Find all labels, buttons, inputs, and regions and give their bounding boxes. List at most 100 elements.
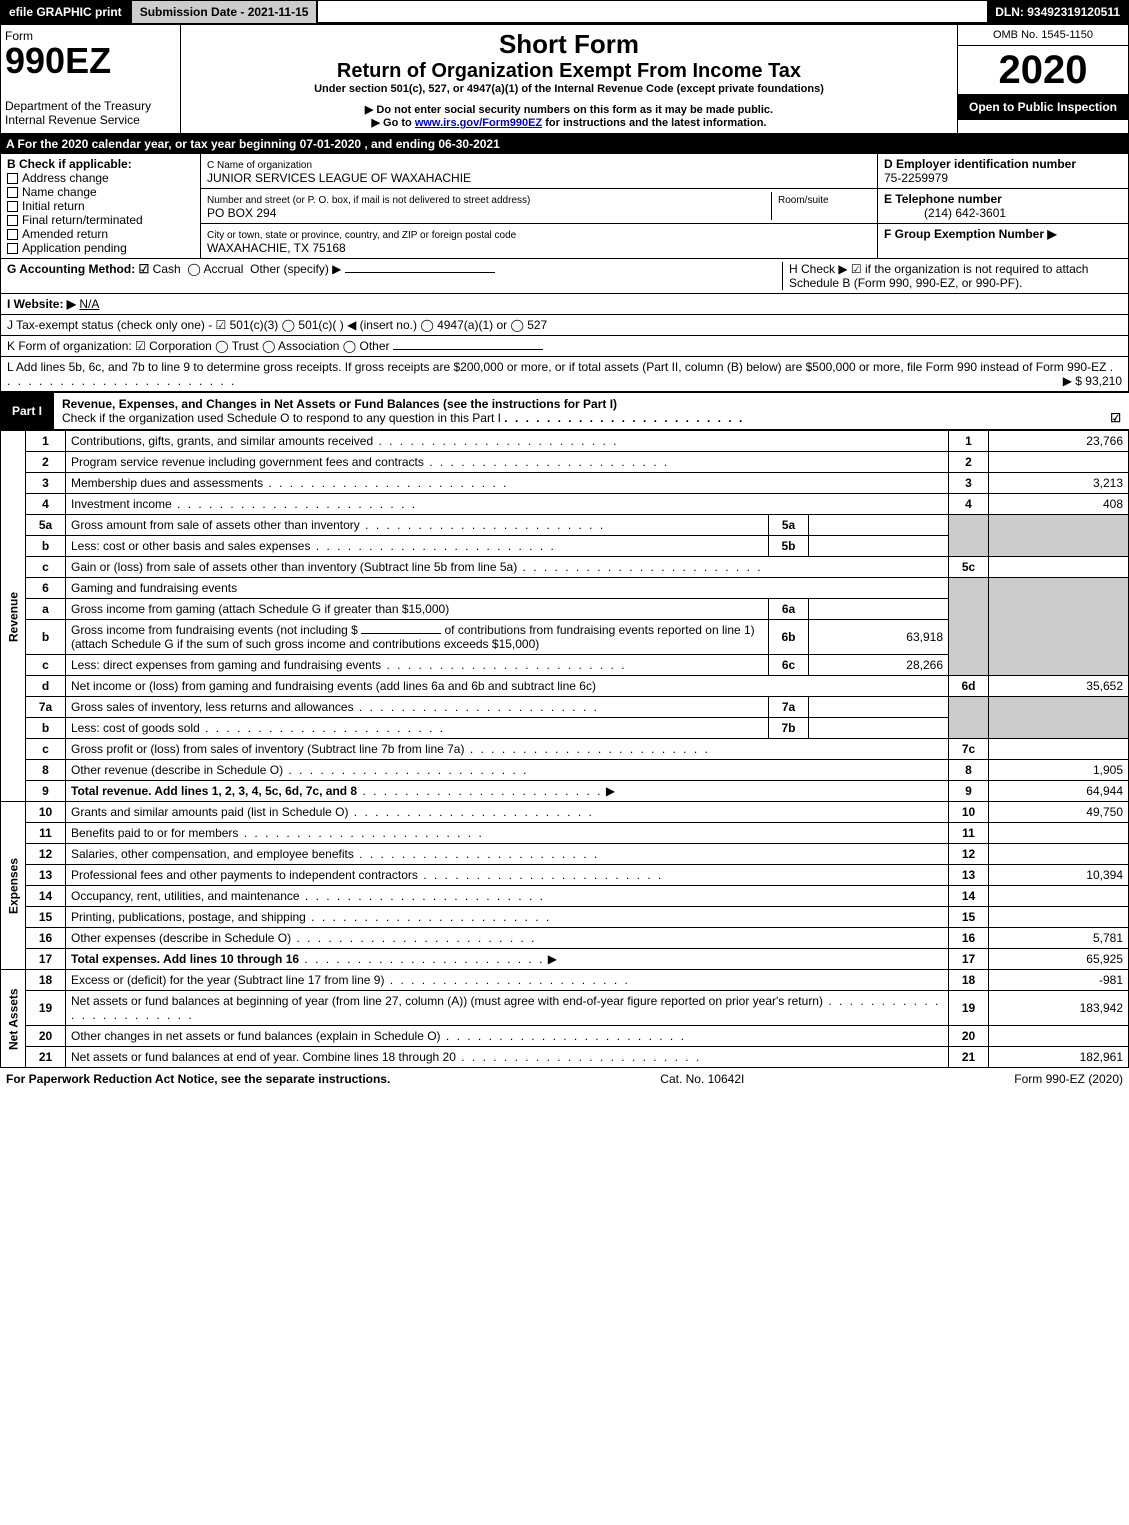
l7b-text: Less: cost of goods sold <box>71 721 200 735</box>
checkbox-name-change[interactable] <box>7 187 18 198</box>
e-label: E Telephone number <box>884 192 1002 206</box>
l14-text: Occupancy, rent, utilities, and maintena… <box>71 889 300 903</box>
l16-dots <box>291 931 536 945</box>
l6a-subamt <box>809 599 949 620</box>
f-label: F Group Exemption Number ▶ <box>884 227 1057 241</box>
k-other-blank <box>393 349 543 350</box>
l21-amt: 182,961 <box>989 1047 1129 1068</box>
checkbox-application-pending[interactable] <box>7 243 18 254</box>
l12-text: Salaries, other compensation, and employ… <box>71 847 354 861</box>
l7b-sub: 7b <box>769 718 809 739</box>
form-id-cell: Form 990EZ Department of the Treasury In… <box>1 25 181 133</box>
dept-label: Department of the Treasury <box>5 99 176 113</box>
l21-dots <box>456 1050 701 1064</box>
l9-num: 9 <box>26 781 66 802</box>
checkbox-initial-return[interactable] <box>7 201 18 212</box>
l11-amt <box>989 823 1129 844</box>
l4-lineno: 4 <box>949 494 989 515</box>
l3-amt: 3,213 <box>989 473 1129 494</box>
l5c-text: Gain or (loss) from sale of assets other… <box>71 560 517 574</box>
l8-amt: 1,905 <box>989 760 1129 781</box>
part-1-check-text: Check if the organization used Schedule … <box>62 411 501 425</box>
c-name-label: C Name of organization <box>207 160 312 171</box>
open-inspection: Open to Public Inspection <box>958 94 1128 120</box>
line-g: G Accounting Method: ☑ Cash ◯ Accrual Ot… <box>7 262 782 290</box>
opt-amended-return: Amended return <box>22 227 108 241</box>
l13-text: Professional fees and other payments to … <box>71 868 418 882</box>
l14-num: 14 <box>26 886 66 907</box>
l18-dots <box>384 973 629 987</box>
irs-link[interactable]: www.irs.gov/Form990EZ <box>415 117 542 129</box>
l7b-num: b <box>26 718 66 739</box>
l14-lineno: 14 <box>949 886 989 907</box>
l13-num: 13 <box>26 865 66 886</box>
l5c-amt <box>989 557 1129 578</box>
l21-lineno: 21 <box>949 1047 989 1068</box>
l21-num: 21 <box>26 1047 66 1068</box>
opt-address-change: Address change <box>22 171 109 185</box>
right-header-cell: OMB No. 1545-1150 2020 Open to Public In… <box>958 25 1128 133</box>
page-footer: For Paperwork Reduction Act Notice, see … <box>0 1068 1129 1090</box>
checkbox-final-return[interactable] <box>7 215 18 226</box>
l6c-sub: 6c <box>769 655 809 676</box>
l18-text: Excess or (deficit) for the year (Subtra… <box>71 973 384 987</box>
l5b-text: Less: cost or other basis and sales expe… <box>71 539 310 553</box>
l17-text: Total expenses. Add lines 10 through 16 <box>71 952 299 966</box>
l7-grey2 <box>989 697 1129 739</box>
l7c-amt <box>989 739 1129 760</box>
efile-label[interactable]: efile GRAPHIC print <box>1 1 130 23</box>
l1-dots <box>373 434 618 448</box>
l10-lineno: 10 <box>949 802 989 823</box>
l20-dots <box>441 1029 686 1043</box>
l2-dots <box>424 455 669 469</box>
l2-text: Program service revenue including govern… <box>71 455 424 469</box>
l6-grey2 <box>989 578 1129 676</box>
city-value: WAXAHACHIE, TX 75168 <box>207 241 346 255</box>
opt-application-pending: Application pending <box>22 241 127 255</box>
part-1-title-text: Revenue, Expenses, and Changes in Net As… <box>62 397 617 411</box>
l11-lineno: 11 <box>949 823 989 844</box>
g-other: Other (specify) ▶ <box>250 262 341 276</box>
top-bar: efile GRAPHIC print Submission Date - 20… <box>0 0 1129 24</box>
l6b-subamt: 63,918 <box>809 620 949 655</box>
l6a-num: a <box>26 599 66 620</box>
note-goto: ▶ Go to www.irs.gov/Form990EZ for instru… <box>185 116 953 129</box>
l2-amt <box>989 452 1129 473</box>
i-label: I Website: ▶ <box>7 297 76 311</box>
l5c-lineno: 5c <box>949 557 989 578</box>
l11-dots <box>238 826 483 840</box>
l4-amt: 408 <box>989 494 1129 515</box>
part-1-checkmark: ☑ <box>1110 411 1121 425</box>
l12-lineno: 12 <box>949 844 989 865</box>
l3-text: Membership dues and assessments <box>71 476 263 490</box>
title-cell: Short Form Return of Organization Exempt… <box>181 25 958 133</box>
line-l: L Add lines 5b, 6c, and 7b to line 9 to … <box>0 357 1129 392</box>
l7a-subamt <box>809 697 949 718</box>
form-number: 990EZ <box>5 43 176 79</box>
l10-text: Grants and similar amounts paid (list in… <box>71 805 348 819</box>
l5a-text: Gross amount from sale of assets other t… <box>71 518 360 532</box>
l5-grey2 <box>989 515 1129 557</box>
l9-amt: 64,944 <box>989 781 1129 802</box>
l7c-num: c <box>26 739 66 760</box>
org-info-grid: B Check if applicable: Address change Na… <box>0 154 1129 259</box>
l11-text: Benefits paid to or for members <box>71 826 238 840</box>
l12-num: 12 <box>26 844 66 865</box>
g-cash: Cash <box>153 262 181 276</box>
l9-text: Total revenue. Add lines 1, 2, 3, 4, 5c,… <box>71 784 357 798</box>
l-amount: ▶ $ 93,210 <box>1063 374 1122 388</box>
note-goto-post: for instructions and the latest informat… <box>545 117 766 129</box>
l10-num: 10 <box>26 802 66 823</box>
checkbox-address-change[interactable] <box>7 173 18 184</box>
opt-initial-return: Initial return <box>22 199 85 213</box>
l7c-lineno: 7c <box>949 739 989 760</box>
footer-right: Form 990-EZ (2020) <box>1014 1072 1123 1086</box>
l7c-text: Gross profit or (loss) from sales of inv… <box>71 742 464 756</box>
website-value: N/A <box>79 297 99 311</box>
l5-grey <box>949 515 989 557</box>
g-label: G Accounting Method: <box>7 262 135 276</box>
l19-num: 19 <box>26 991 66 1026</box>
l8-text: Other revenue (describe in Schedule O) <box>71 763 283 777</box>
checkbox-amended-return[interactable] <box>7 229 18 240</box>
tax-year: 2020 <box>958 46 1128 94</box>
